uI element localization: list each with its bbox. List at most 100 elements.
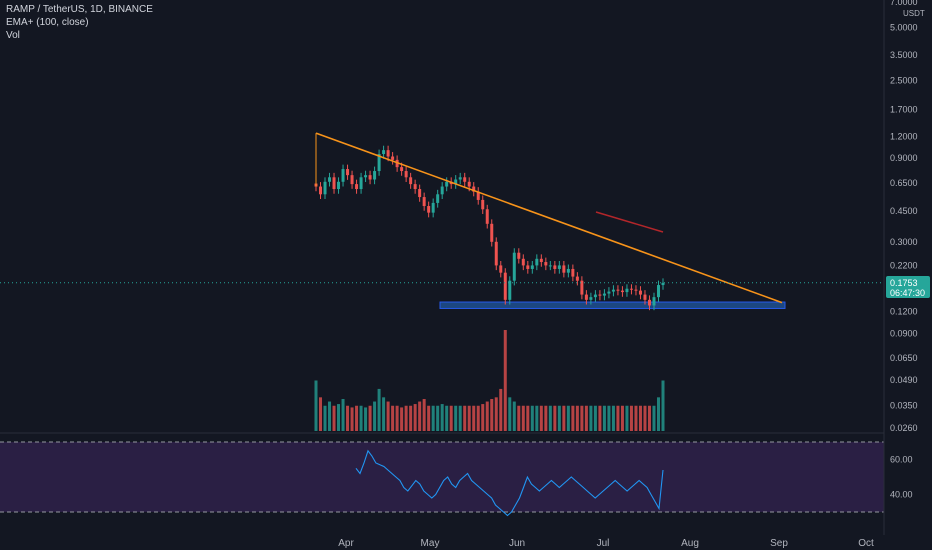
candle-body [647,299,651,306]
volume-bar [643,405,647,431]
volume-bar [400,407,404,431]
candle-body [656,285,660,298]
volume-bar [584,405,588,431]
volume-bar [602,405,606,431]
current-price-label: 0.1753 [890,278,918,288]
candle-body [616,289,620,291]
candle-body [638,290,642,295]
volume-bar [463,405,467,431]
candle-body [319,186,323,195]
volume-bar [364,407,368,431]
price-tick-label: 0.0490 [890,375,918,385]
volume-bar [413,404,417,431]
volume-bar [337,404,341,431]
legend-symbol[interactable]: RAMP / TetherUS, 1D, BINANCE [6,4,153,15]
candle-body [445,181,449,187]
candle-body [521,258,525,266]
price-tick-label: 5.0000 [890,23,918,33]
candle-body [377,154,381,172]
volume-bar [562,405,566,431]
candle-body [589,297,593,300]
price-unit-label: USDT [903,9,925,18]
volume-bar [539,405,543,431]
volume-bar [553,405,557,431]
volume-bar [620,405,624,431]
candle-body [368,175,372,180]
time-tick-label: Sep [770,538,788,549]
volume-bar [598,405,602,431]
candle-body [391,156,395,160]
price-tick-label: 0.4500 [890,206,918,216]
volume-bar [656,397,660,431]
candle-body [512,252,516,281]
candle-body [575,276,579,281]
volume-bar [490,399,494,431]
volume-bar [341,399,345,431]
candle-body [620,290,624,293]
price-tick-label: 0.0650 [890,353,918,363]
candle-body [499,265,503,273]
candle-body [544,262,548,266]
volume-bar [404,405,408,431]
candle-body [440,186,444,195]
candle-body [422,197,426,207]
volume-bar [454,405,458,431]
volume-bar [499,388,503,431]
candle-body [400,167,404,172]
volume-bar [629,405,633,431]
volume-bar [436,405,440,431]
volume-bar [476,405,480,431]
volume-bar [512,401,516,431]
legend-ema[interactable]: EMA+ (100, close) [6,17,89,28]
price-tick-label: 3.5000 [890,50,918,60]
candle-body [476,191,480,200]
candle-body [409,177,413,185]
candle-body [472,186,476,192]
rsi-line [355,449,664,517]
candle-body [341,169,345,182]
volume-bar [346,405,350,431]
price-tick-label: 1.7000 [890,105,918,115]
volume-bar [359,405,363,431]
candle-body [431,202,435,213]
candle-body [490,223,494,242]
legend-volume[interactable]: Vol [6,30,20,41]
candle-body [346,169,350,176]
price-tick-label: 0.0260 [890,423,918,433]
candle-body [593,294,597,298]
volume-bar [517,405,521,431]
candle-body [530,265,534,269]
candle-body [382,150,386,155]
candle-body [436,194,440,203]
volume-bar [467,405,471,431]
volume-bar [544,405,548,431]
volume-bar [557,405,561,431]
candle-body [539,258,543,263]
rsi-panel [0,442,884,512]
candle-body [373,171,377,180]
price-tick-label: 2.5000 [890,75,918,85]
volume-bar [445,405,449,431]
price-tick-label: 0.2200 [890,260,918,270]
candle-body [517,252,521,259]
candle-body [598,294,602,296]
volume-bar [634,405,638,431]
volume-bar [382,397,386,431]
candle-body [485,209,489,224]
volume-bar [328,401,332,431]
candle-body [458,177,462,180]
candle-body [481,199,485,210]
volume-bar [332,405,336,431]
candle-body [418,189,422,198]
price-tick-label: 0.3000 [890,237,918,247]
volume-bar [494,397,498,431]
rsi-tick-label: 40.00 [890,490,913,500]
candle-body [350,175,354,185]
volume-bar [449,405,453,431]
volume-bar [386,401,390,431]
volume-bar [616,405,620,431]
volume-bar [458,405,462,431]
volume-bar [431,405,435,431]
volume-bar [503,330,507,431]
